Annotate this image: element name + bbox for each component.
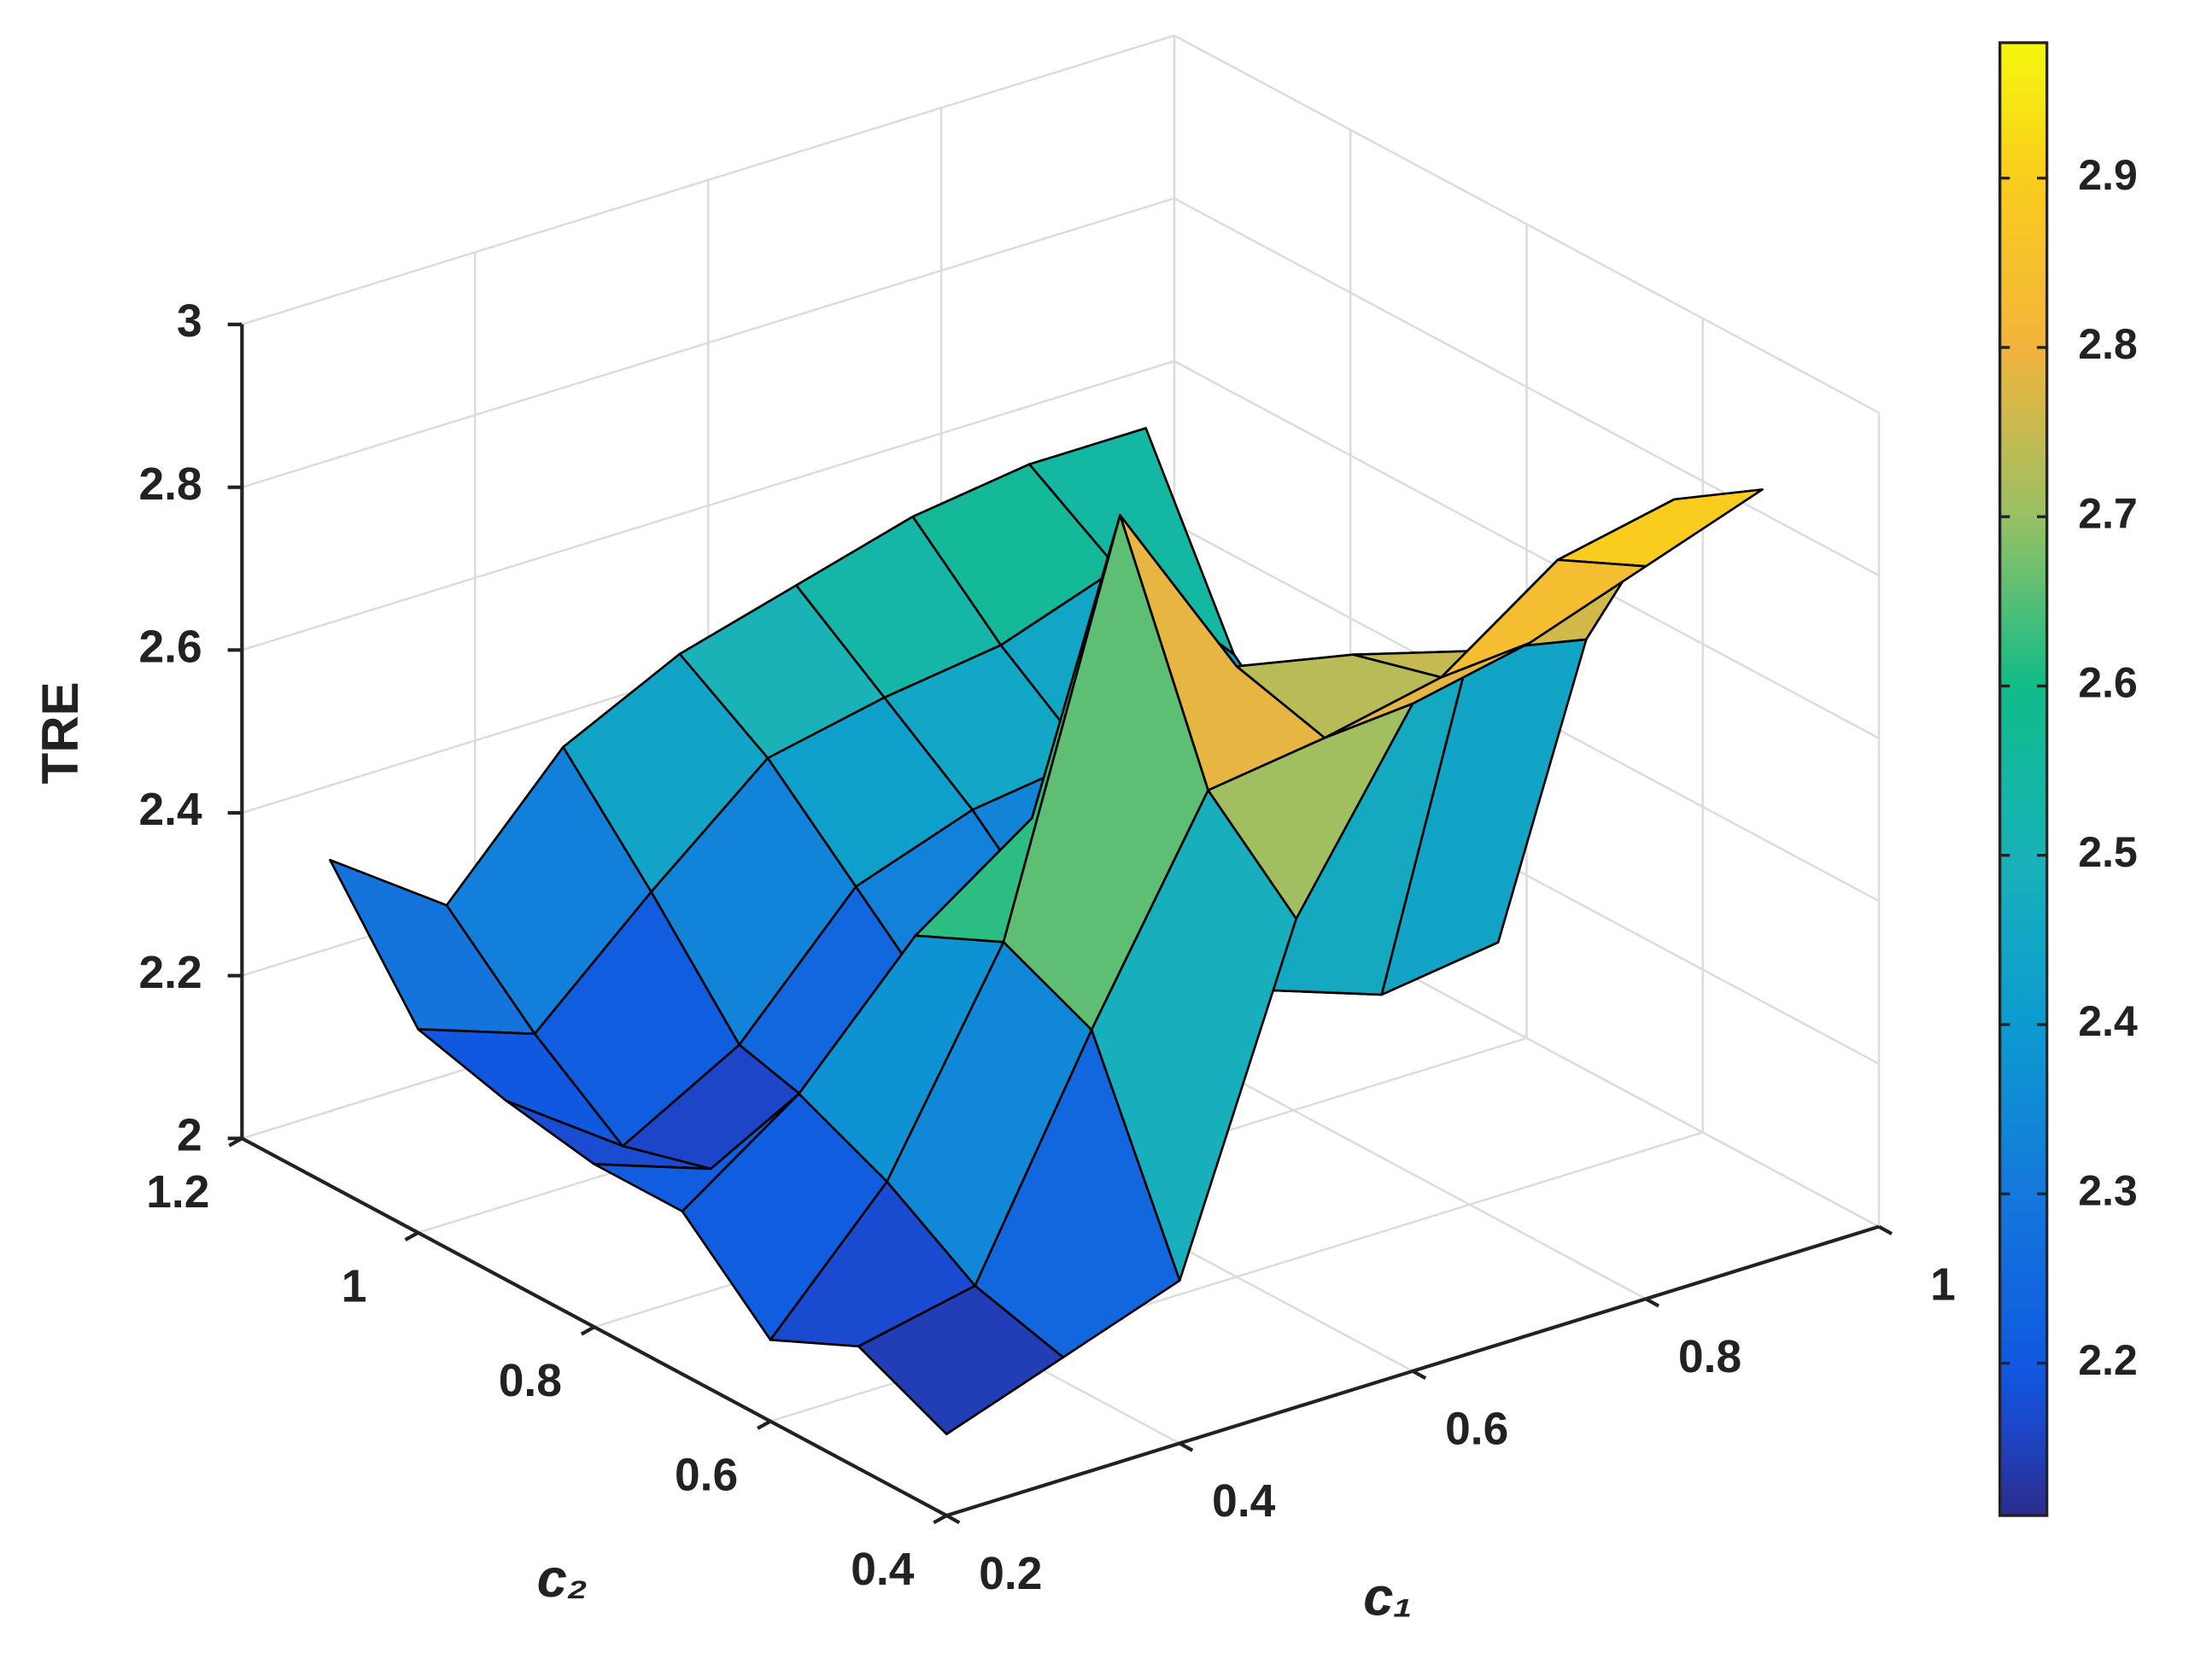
colorbar-tick-label: 2.7 — [2078, 489, 2138, 537]
y-tick — [933, 1514, 948, 1525]
grid-line — [241, 34, 1175, 326]
surface — [329, 427, 1764, 1436]
y-axis — [241, 1136, 948, 1517]
x-tick — [1645, 1297, 1660, 1308]
grid-line — [241, 359, 1175, 651]
x-tick — [945, 1514, 961, 1525]
grid-line — [1173, 34, 1880, 414]
colorbar-tick-label: 2.4 — [2078, 997, 2138, 1045]
z-tick-label: 2.2 — [139, 948, 202, 998]
y-tick — [404, 1230, 419, 1241]
grid-line — [1173, 359, 1880, 739]
x-tick-label: 1 — [1930, 1259, 1956, 1310]
colorbar-tick-label: 2.8 — [2078, 320, 2138, 368]
x-tick-label: 0.8 — [1678, 1332, 1741, 1382]
colorbar-tick-label: 2.2 — [2078, 1336, 2138, 1384]
z-tick-label: 3 — [177, 296, 202, 347]
grid-line — [1173, 197, 1880, 577]
colorbar-tick-label: 2.5 — [2078, 828, 2138, 876]
axes: 2 2.2 2.4 2.6 2.8 3 0.4 0.6 0.8 1 1.2 0.2 0.4 0.6 0.8 1… — [32, 296, 1956, 1627]
colorbar: 2.2 2.3 2.4 2.5 2.6 2.7 2.8 2.9 — [1998, 41, 2138, 1517]
y-axis-label: c₂ — [537, 1549, 588, 1609]
plot: 2 2.2 2.4 2.6 2.8 3 0.4 0.6 0.8 1 1.2 0.2 0.4 0.6 0.8 1… — [32, 34, 2138, 1627]
colorbar-tick-label: 2.9 — [2078, 151, 2138, 199]
x-tick — [1179, 1441, 1194, 1452]
x-tick-label: 0.2 — [979, 1549, 1042, 1599]
y-tick — [580, 1325, 595, 1336]
z-tick-label: 2.4 — [139, 785, 202, 835]
y-tick-label: 0.4 — [851, 1545, 914, 1595]
x-tick — [1412, 1370, 1427, 1380]
surface-cell — [857, 1284, 1065, 1436]
colorbar-tick-label: 2.6 — [2078, 659, 2138, 707]
z-tick-label: 2.8 — [139, 459, 202, 510]
colorbar-scale — [1998, 41, 2049, 1517]
y-tick — [228, 1136, 243, 1148]
y-tick-label: 0.6 — [675, 1450, 738, 1500]
x-tick — [1877, 1224, 1893, 1235]
y-tick — [757, 1419, 772, 1430]
y-tick-label: 1 — [342, 1262, 367, 1312]
x-tick-label: 0.6 — [1445, 1405, 1508, 1455]
x-axis-label: c₁ — [1363, 1568, 1413, 1627]
grid-line — [241, 197, 1175, 488]
z-tick-label: 2.6 — [139, 622, 202, 672]
z-tick-label: 2 — [177, 1110, 202, 1160]
y-tick-label: 0.8 — [499, 1356, 562, 1406]
colorbar-tick-label: 2.3 — [2078, 1166, 2138, 1214]
y-tick-label: 1.2 — [146, 1167, 209, 1218]
x-tick-label: 0.4 — [1212, 1476, 1275, 1527]
surface-cell — [1556, 488, 1764, 568]
z-axis-label: TRE — [32, 681, 89, 784]
